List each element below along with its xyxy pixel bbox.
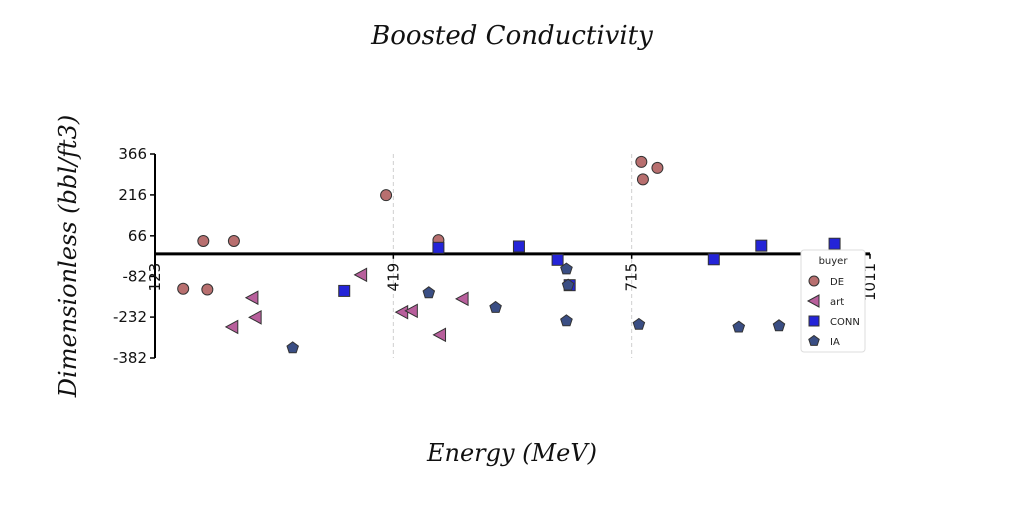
chart-title: Boosted Conductivity (370, 21, 653, 51)
de-data-point (197, 235, 210, 247)
art-data-point (353, 267, 368, 283)
ia-data-point (632, 317, 646, 330)
art-data-point (394, 304, 409, 320)
art-data-point (455, 291, 469, 307)
legend-label-ia: IA (830, 337, 840, 348)
conn-data-point (707, 253, 720, 266)
ia-data-point (422, 286, 436, 299)
ia-data-point (286, 341, 299, 354)
legend-label-conn: CONN (830, 317, 860, 328)
ia-data-point (489, 300, 502, 313)
legend-title: buyer (819, 256, 849, 267)
legend-label-art: art (830, 297, 844, 308)
x-tick-label: 715 (623, 263, 641, 292)
x-tick-label: 123 (146, 263, 164, 292)
y-tick-label: 216 (118, 186, 147, 204)
ia-data-point (560, 314, 573, 327)
de-data-point (651, 161, 664, 174)
y-tick-label: -82 (123, 267, 148, 285)
conn-data-point (512, 240, 525, 253)
de-data-point (177, 282, 190, 295)
legend-marker-de (808, 275, 820, 287)
conn-data-point (551, 253, 564, 266)
conn-data-point (432, 241, 445, 254)
conn-data-point (755, 239, 768, 252)
de-data-point (201, 283, 214, 296)
conn-data-point (338, 284, 351, 297)
art-data-point (248, 310, 262, 325)
art-data-point (224, 319, 239, 335)
ia-data-point (732, 320, 746, 333)
legend-marker-ia (808, 334, 820, 346)
de-data-point (227, 235, 240, 247)
art-data-point (244, 290, 259, 306)
art-data-point (404, 303, 418, 319)
y-tick-label: -382 (113, 349, 147, 367)
legend-marker-art (806, 294, 820, 308)
points-layer (177, 155, 841, 354)
de-data-point (636, 173, 649, 186)
de-data-point (635, 155, 648, 168)
art-data-point (432, 327, 447, 343)
ia-data-point (772, 319, 786, 332)
x-axis-label: Energy (MeV) (426, 439, 597, 467)
grid-layer (392, 154, 633, 358)
ia-data-point (560, 262, 573, 275)
conn-data-point (828, 237, 841, 250)
y-axis-label: Dimensionless (bbl/ft3) (54, 115, 82, 398)
de-data-point (380, 189, 393, 202)
x-tick-label: 419 (384, 263, 402, 292)
y-tick-label: 66 (128, 227, 147, 245)
y-tick-label: 366 (118, 145, 147, 163)
legend-label-de: DE (830, 277, 844, 288)
y-tick-label: -232 (113, 308, 147, 326)
ia-data-point (561, 278, 575, 291)
legend: buyer DE art CONN IA (800, 249, 866, 353)
legend-marker-conn (808, 315, 820, 327)
